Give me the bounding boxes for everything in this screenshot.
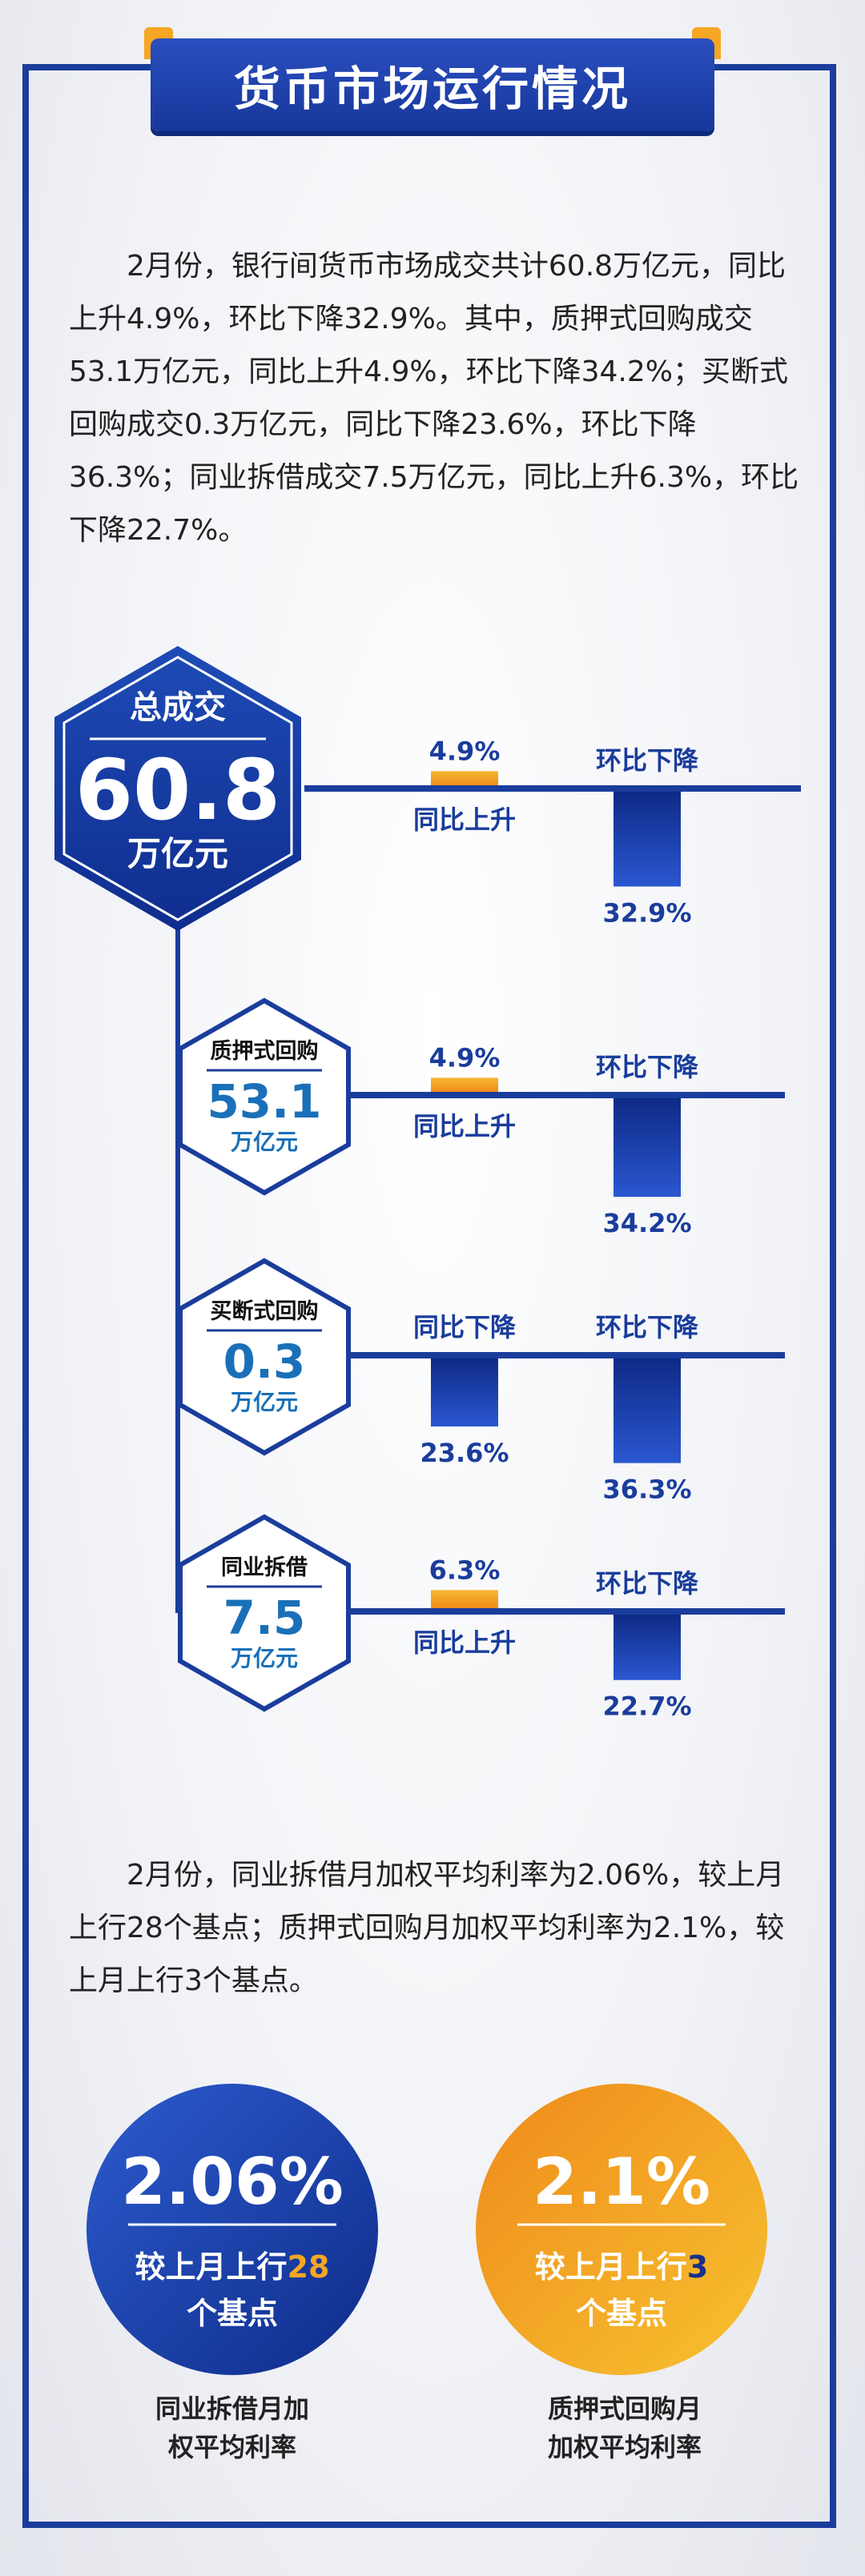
- bar-mom-0-value: 32.9%: [602, 897, 691, 928]
- bar-yoy-3: [431, 1590, 498, 1608]
- rate-label-interbank-line2: 权平均利率: [167, 2432, 296, 2462]
- bar-yoy-0-value: 4.9%: [429, 736, 501, 766]
- rate-label-interbank: 同业拆借月加 权平均利率: [120, 2389, 344, 2466]
- hex-2-value: 0.3: [223, 1334, 306, 1389]
- hex-1-unit: 万亿元: [231, 1129, 298, 1155]
- bar-yoy-2-label: 同比下降: [413, 1312, 517, 1342]
- bar-mom-2: [614, 1358, 681, 1463]
- hex-3-name: 同业拆借: [221, 1555, 308, 1580]
- bar-yoy-0: [431, 771, 498, 785]
- bar-mom-3-value: 22.7%: [602, 1691, 691, 1722]
- hex-total-name: 总成交: [130, 689, 226, 726]
- title-banner: 货币市场运行情况: [144, 27, 721, 136]
- hex-1: [178, 997, 351, 1196]
- bar-yoy-1-value: 4.9%: [429, 1042, 501, 1073]
- volume-chart: 总成交60.8万亿元4.9%同比上升32.9%环比下降质押式回购53.1万亿元4…: [54, 646, 801, 1722]
- bar-mom-3-label: 环比下降: [596, 1568, 699, 1599]
- hex-total-value: 60.8: [75, 741, 281, 839]
- rate-label-repo-line1: 质押式回购月: [547, 2393, 702, 2424]
- paragraph-rates-text: 2月份，同业拆借月加权平均利率为2.06%，较上月上行28个基点；质押式回购月加…: [69, 1859, 785, 1997]
- hex-total-inner: [62, 656, 293, 921]
- bar-yoy-2: [431, 1358, 498, 1426]
- hex-3: [178, 1514, 351, 1712]
- hex-2: [178, 1258, 351, 1456]
- bar-yoy-3-label: 同比上升: [413, 1627, 516, 1658]
- bar-yoy-1-label: 同比上升: [413, 1111, 516, 1142]
- bar-yoy-0-label: 同比上升: [413, 804, 516, 835]
- hex-2-unit: 万亿元: [231, 1389, 298, 1415]
- rate-label-repo-line2: 加权平均利率: [547, 2432, 702, 2462]
- bar-yoy-1: [431, 1077, 498, 1092]
- rate-label-repo: 质押式回购月 加权平均利率: [513, 2389, 737, 2466]
- bar-mom-1: [614, 1098, 681, 1198]
- title-box: 货币市场运行情况: [151, 38, 714, 131]
- bar-mom-2-value: 36.3%: [602, 1475, 691, 1505]
- paragraph-rates: 2月份，同业拆借月加权平均利率为2.06%，较上月上行28个基点；质押式回购月加…: [69, 1849, 806, 2008]
- bar-yoy-2-value: 23.6%: [420, 1438, 509, 1468]
- hex-3-unit: 万亿元: [231, 1645, 298, 1671]
- bar-mom-2-label: 环比下降: [596, 1312, 699, 1342]
- paragraph-volume: 2月份，银行间货币市场成交共计60.8万亿元，同比上升4.9%，环比下降32.9…: [69, 240, 806, 557]
- bar-yoy-3-value: 6.3%: [429, 1555, 501, 1585]
- bar-mom-3: [614, 1615, 681, 1680]
- hex-total: [54, 646, 301, 931]
- bar-mom-1-label: 环比下降: [596, 1052, 699, 1082]
- paragraph-volume-text: 2月份，银行间货币市场成交共计60.8万亿元，同比上升4.9%，环比下降32.9…: [69, 250, 799, 547]
- bar-mom-1-value: 34.2%: [602, 1208, 691, 1238]
- hex-1-value: 53.1: [207, 1074, 321, 1129]
- bar-mom-0: [614, 792, 681, 887]
- hex-2-name: 买断式回购: [211, 1299, 319, 1324]
- hex-1-name: 质押式回购: [211, 1039, 319, 1064]
- page-title: 货币市场运行情况: [233, 62, 631, 116]
- bar-mom-0-label: 环比下降: [596, 745, 699, 776]
- hex-total-unit: 万亿元: [127, 834, 228, 873]
- hex-3-value: 7.5: [223, 1591, 306, 1645]
- rate-label-interbank-line1: 同业拆借月加: [155, 2393, 309, 2424]
